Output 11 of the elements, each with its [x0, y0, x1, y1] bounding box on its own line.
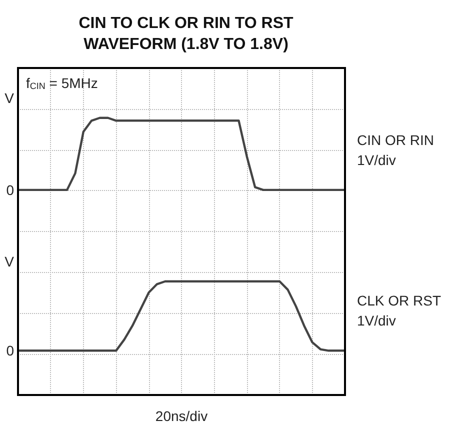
x-axis-title: 20ns/div: [155, 408, 208, 424]
text: 0: [6, 182, 14, 198]
chart-title: CIN TO CLK OR RIN TO RST WAVEFORM (1.8V TO 1.8V): [78, 15, 294, 53]
text: V: [4, 253, 15, 270]
text: CLK OR RST: [357, 292, 442, 309]
text: 1V/div: [357, 152, 396, 168]
text: V: [4, 90, 15, 106]
text: 0: [6, 342, 14, 359]
text: CIN OR RIN: [357, 132, 434, 148]
text: fCIN = 5MHz: [26, 75, 98, 91]
text: 1V/div: [357, 312, 396, 329]
